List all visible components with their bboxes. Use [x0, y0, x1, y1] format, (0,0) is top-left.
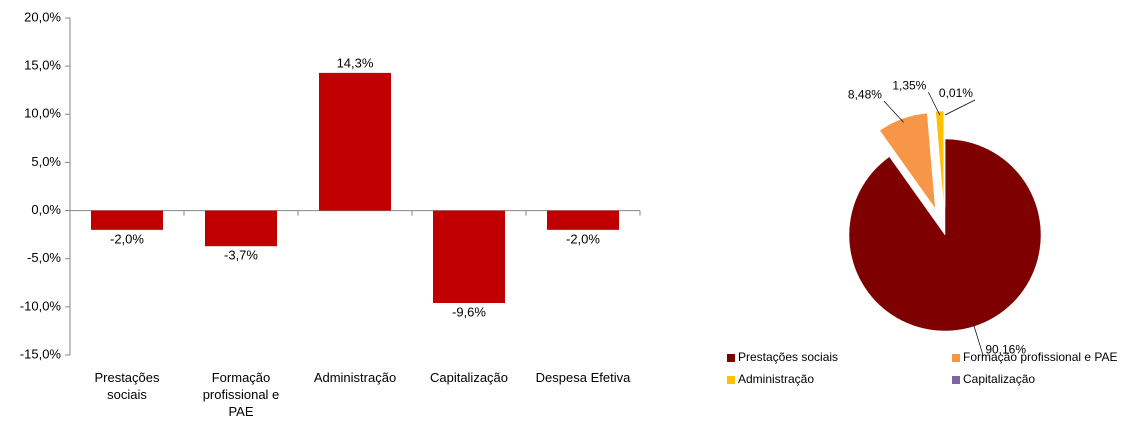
pie-slice [935, 110, 945, 208]
pie-slice [879, 112, 936, 210]
bar [547, 210, 619, 230]
y-tick-label: -15,0% [20, 346, 62, 361]
data-label: -2,0% [566, 231, 600, 246]
data-label: 90,16% [985, 342, 1026, 356]
data-label: 0,01% [939, 86, 973, 100]
leader-line [944, 99, 976, 116]
y-tick-label: -10,0% [20, 298, 62, 313]
data-label: 14,3% [337, 55, 374, 70]
y-tick-label: 0,0% [31, 202, 61, 217]
legend-label: Administração [738, 372, 814, 386]
legend-label: Formação profissional e PAE [963, 350, 1118, 364]
y-tick-label: 15,0% [24, 58, 61, 73]
bar [433, 210, 505, 304]
legend-label: Capitalização [963, 372, 1035, 386]
data-label: 8,48% [848, 87, 882, 101]
legend-swatch [727, 354, 735, 362]
data-label: -9,6% [452, 304, 486, 319]
data-label: -3,7% [224, 248, 258, 263]
x-tick-label: Despesa Efetiva [535, 370, 631, 385]
bar [91, 210, 163, 230]
leader-line [883, 100, 904, 123]
y-tick-label: -5,0% [27, 250, 61, 265]
data-label: -2,0% [110, 231, 144, 246]
leader-line [972, 322, 984, 357]
legend-swatch [952, 354, 960, 362]
bar [319, 72, 391, 211]
leader-line [928, 91, 941, 116]
x-tick-label: Prestações sociais [94, 370, 160, 402]
data-label: 1,35% [892, 78, 926, 92]
x-tick-label: Formação profissional e PAE [202, 370, 280, 419]
x-tick-label: Administração [313, 370, 397, 385]
legend-swatch [952, 376, 960, 384]
y-tick-label: 20,0% [24, 9, 61, 24]
bar [205, 210, 277, 247]
y-tick-label: 10,0% [24, 106, 61, 121]
legend-swatch [727, 376, 735, 384]
legend-label: Prestações sociais [738, 350, 838, 364]
x-tick-label: Capitalização [429, 370, 509, 385]
y-tick-label: 5,0% [31, 154, 61, 169]
